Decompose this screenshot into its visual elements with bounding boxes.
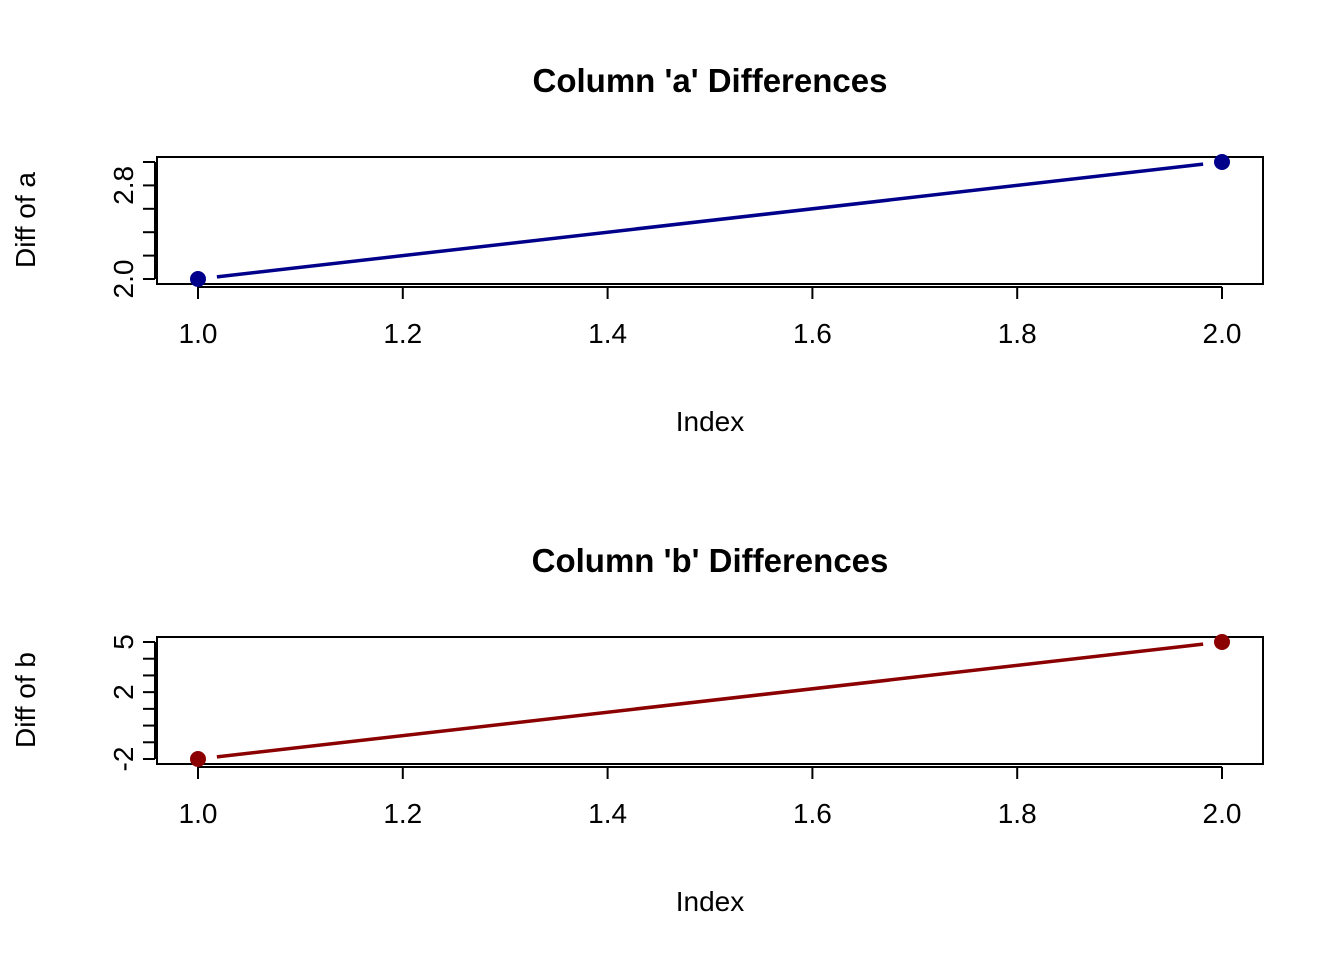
x-axis-label: Index [676, 886, 745, 917]
data-point [1214, 634, 1230, 650]
x-tick-label: 2.0 [1203, 318, 1242, 349]
panel-column-b: Column 'b' Differences Index Diff of b 1… [10, 542, 1264, 917]
plot-frame [156, 636, 1264, 765]
x-tick-label: 1.4 [588, 798, 627, 829]
plot-frame [156, 156, 1264, 285]
y-tick-label: 5 [108, 634, 139, 650]
x-tick-label: 1.8 [998, 798, 1037, 829]
x-axis-label: Index [676, 406, 745, 437]
data-point [190, 751, 206, 767]
series-line [216, 162, 1204, 279]
chart-title: Column 'b' Differences [532, 542, 889, 579]
y-tick-label: 2.8 [108, 166, 139, 205]
panel-column-a: Column 'a' Differences Index Diff of a 1… [10, 62, 1264, 437]
data-point [1214, 154, 1230, 170]
x-tick-label: 1.0 [179, 798, 218, 829]
x-tick-label: 1.2 [383, 798, 422, 829]
y-tick-label: 2 [108, 684, 139, 700]
x-tick-label: 2.0 [1203, 798, 1242, 829]
y-axis-label: Diff of b [10, 652, 41, 748]
x-tick-label: 1.2 [383, 318, 422, 349]
chart-title: Column 'a' Differences [533, 62, 888, 99]
y-tick-label: 2.0 [108, 260, 139, 299]
x-tick-label: 1.6 [793, 798, 832, 829]
x-tick-label: 1.6 [793, 318, 832, 349]
series-line [216, 642, 1204, 759]
y-axis-label: Diff of a [10, 172, 41, 268]
x-tick-label: 1.8 [998, 318, 1037, 349]
data-point [190, 271, 206, 287]
y-tick-label: -2 [108, 747, 139, 772]
x-tick-label: 1.0 [179, 318, 218, 349]
x-tick-label: 1.4 [588, 318, 627, 349]
